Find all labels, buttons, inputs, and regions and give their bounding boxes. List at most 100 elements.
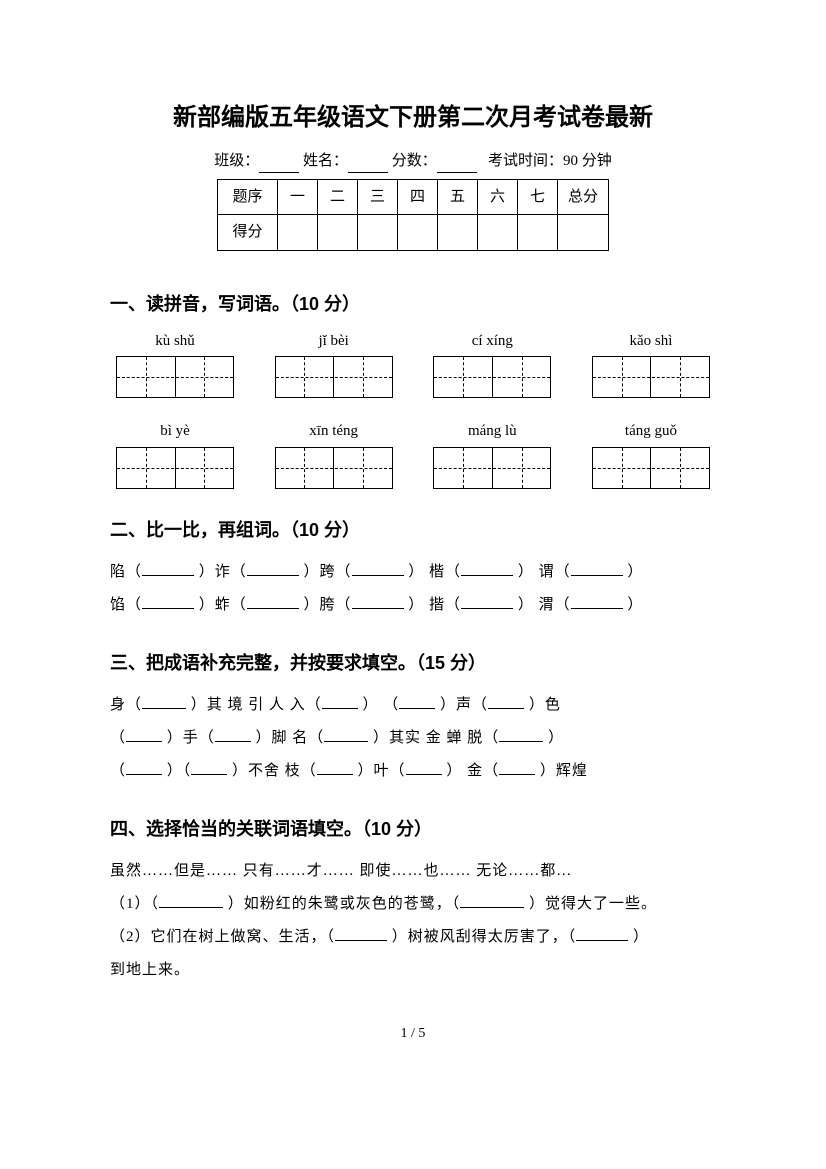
section3-heading: 三、把成语补充完整，并按要求填空。（15 分） [110,650,716,677]
fill-blank[interactable] [126,761,162,775]
text: ）（ [167,763,192,779]
pinyin-row-1: kù shǔ jǐ bèi cí xíng kǎo shì [110,330,716,353]
fill-blank[interactable] [460,894,524,908]
fill-blank[interactable] [215,728,251,742]
table-cell[interactable] [357,215,397,251]
table-row: 题序 一 二 三 四 五 六 七 总分 [217,179,608,215]
text: （1）（ [110,896,159,912]
table-cell: 一 [277,179,317,215]
fill-blank[interactable] [499,728,543,742]
fill-blank[interactable] [352,595,404,609]
fill-blank[interactable] [352,562,404,576]
text: ）跨（ [304,564,352,580]
table-row: 得分 [217,215,608,251]
section1-heading: 一、读拼音，写词语。（10 分） [110,291,716,318]
text: ）觉得大了一些。 [529,896,657,912]
text: 身（ [110,697,142,713]
text: ）声（ [440,697,488,713]
fill-blank[interactable] [142,695,186,709]
fill-blank[interactable] [247,562,299,576]
write-box[interactable] [592,447,710,489]
text: 陷（ [110,564,142,580]
text: ） [627,597,643,613]
write-box[interactable] [433,356,551,398]
exam-info-line: 班级： 姓名： 分数： 考试时间：90 分钟 [110,150,716,173]
fill-blank[interactable] [142,595,194,609]
fill-blank[interactable] [461,595,513,609]
text: ）诈（ [199,564,247,580]
fill-blank[interactable] [126,728,162,742]
write-box[interactable] [116,447,234,489]
write-box[interactable] [275,447,393,489]
fill-blank[interactable] [322,695,358,709]
text: ）不舍 枝（ [232,763,317,779]
table-cell[interactable] [277,215,317,251]
pinyin-label: kǎo shì [592,330,710,353]
fill-blank[interactable] [317,761,353,775]
text: ） 渭（ [518,597,571,613]
fill-blank[interactable] [488,695,524,709]
fill-blank[interactable] [461,562,513,576]
text: ）胯（ [304,597,352,613]
write-box[interactable] [116,356,234,398]
fill-blank[interactable] [142,562,194,576]
table-cell: 五 [437,179,477,215]
table-cell[interactable] [557,215,608,251]
text: ）色 [529,697,561,713]
table-cell: 二 [317,179,357,215]
text: ）蚱（ [199,597,247,613]
fill-blank[interactable] [324,728,368,742]
text: ）树被风刮得太厉害了，（ [392,929,577,945]
fill-blank[interactable] [191,761,227,775]
table-cell[interactable] [477,215,517,251]
fill-blank[interactable] [406,761,442,775]
section3-line3: （ ）（ ）不舍 枝（ ）叶（ ） 金（ ）辉煌 [110,755,716,788]
write-boxes-row-2 [110,447,716,489]
fill-blank[interactable] [399,695,435,709]
table-cell: 得分 [217,215,277,251]
section4-choices: 虽然……但是…… 只有……才…… 即使……也…… 无论……都… [110,855,716,888]
text: （ [110,763,126,779]
pinyin-row-2: bì yè xīn téng máng lù táng guǒ [110,420,716,443]
write-box[interactable] [275,356,393,398]
score-label: 分数： [392,153,437,169]
fill-blank[interactable] [571,595,623,609]
text: ） [633,929,649,945]
text: （ [110,730,126,746]
text: ） （ [363,697,400,713]
section4-heading: 四、选择恰当的关联词语填空。（10 分） [110,816,716,843]
class-blank[interactable] [259,159,299,173]
pinyin-label: kù shǔ [116,330,234,353]
score-blank[interactable] [437,159,477,173]
time-label: 考试时间：90 分钟 [488,153,612,169]
pinyin-label: táng guǒ [592,420,710,443]
class-label: 班级： [214,153,259,169]
page-footer: 1 / 5 [110,1023,716,1044]
score-table: 题序 一 二 三 四 五 六 七 总分 得分 [217,179,609,251]
pinyin-label: cí xíng [433,330,551,353]
table-cell[interactable] [317,215,357,251]
fill-blank[interactable] [247,595,299,609]
pinyin-label: bì yè [116,420,234,443]
table-cell[interactable] [517,215,557,251]
fill-blank[interactable] [499,761,535,775]
fill-blank[interactable] [335,927,387,941]
text: ） 揩（ [408,597,461,613]
name-blank[interactable] [348,159,388,173]
table-cell: 四 [397,179,437,215]
fill-blank[interactable] [571,562,623,576]
fill-blank[interactable] [576,927,628,941]
fill-blank[interactable] [159,894,223,908]
write-box[interactable] [592,356,710,398]
table-cell: 题序 [217,179,277,215]
text: 馅（ [110,597,142,613]
table-cell[interactable] [397,215,437,251]
table-cell: 六 [477,179,517,215]
write-box[interactable] [433,447,551,489]
table-cell: 总分 [557,179,608,215]
pinyin-label: máng lù [433,420,551,443]
text: ）其实 金 蝉 脱（ [373,730,499,746]
page-title: 新部编版五年级语文下册第二次月考试卷最新 [110,100,716,136]
table-cell[interactable] [437,215,477,251]
name-label: 姓名： [303,153,348,169]
